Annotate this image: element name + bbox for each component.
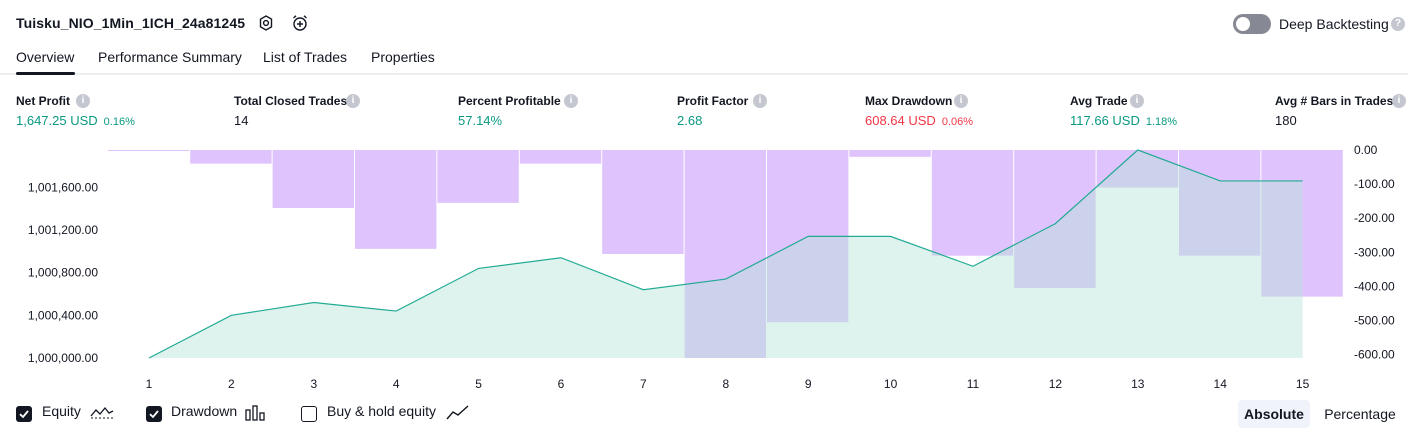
left-axis: 1,001,600.00 1,001,200.00 1,000,800.00 1,00…: [28, 180, 98, 365]
kpi-label-avg-trade: Avg Trade: [1070, 94, 1128, 108]
kpi-label-max-drawdown: Max Drawdown: [865, 94, 953, 108]
info-icon[interactable]: i: [346, 94, 360, 108]
tab-properties[interactable]: Properties: [371, 49, 435, 65]
drawdown-bar: [1261, 150, 1343, 297]
drawdown-bar: [355, 150, 437, 249]
kpi-value-avg-trade: 117.66 USD 1.18%: [1070, 113, 1178, 128]
kpi-value-net-profit: 1,647.25 USD 0.16%: [16, 113, 135, 128]
right-tick-label: -100.00: [1354, 177, 1395, 191]
kpi-label-net-profit: Net Profit: [16, 94, 70, 108]
right-tick-label: 0.00: [1354, 143, 1378, 157]
drawdown-bar: [190, 150, 272, 164]
right-tick-label: -400.00: [1354, 279, 1395, 293]
x-tick-label: 13: [1131, 377, 1145, 391]
absolute-button[interactable]: Absolute: [1238, 400, 1310, 428]
x-tick-label: 2: [228, 377, 235, 391]
x-tick-label: 8: [722, 377, 729, 391]
left-tick-label: 1,000,000.00: [28, 351, 98, 365]
x-tick-label: 6: [558, 377, 565, 391]
kpi-label-profit-factor: Profit Factor: [677, 94, 749, 108]
tabs-divider: [0, 73, 1408, 75]
drawdown-bar: [1014, 150, 1096, 289]
kpi-label-percent-profitable: Percent Profitable: [458, 94, 561, 108]
right-axis: 0.00 -100.00 -200.00 -300.00 -400.00 -500.00 -…: [1354, 143, 1395, 362]
kpi-label-avg-bars: Avg # Bars in Trades: [1275, 94, 1394, 108]
right-tick-label: -600.00: [1354, 348, 1395, 362]
x-tick-label: 10: [884, 377, 898, 391]
left-tick-label: 1,001,600.00: [28, 180, 98, 194]
buy-hold-checkbox[interactable]: [301, 406, 317, 422]
drawdown-checkbox[interactable]: [146, 406, 162, 422]
x-axis: 1 2 3 4 5 6 7 8 9 10 11 12 13 14 15: [146, 377, 1310, 391]
deep-backtesting-toggle[interactable]: [1233, 14, 1271, 34]
kpi-value-max-drawdown: 608.64 USD 0.06%: [865, 113, 974, 128]
equity-line: [148, 149, 1303, 359]
kpi-value-total-closed-trades: 14: [234, 113, 249, 128]
tab-performance-summary[interactable]: Performance Summary: [98, 49, 242, 65]
x-tick-label: 5: [475, 377, 482, 391]
info-icon[interactable]: i: [954, 94, 968, 108]
add-alert-icon[interactable]: [290, 13, 310, 33]
right-tick-label: -300.00: [1354, 245, 1395, 259]
right-tick-label: -200.00: [1354, 211, 1395, 225]
x-tick-label: 1: [146, 377, 153, 391]
drawdown-legend-label[interactable]: Drawdown: [171, 403, 238, 419]
drawdown-bar: [602, 150, 684, 254]
equity-drawdown-chart: 1,001,600.00 1,001,200.00 1,000,800.00 1,00…: [28, 143, 1395, 391]
x-tick-label: 12: [1049, 377, 1063, 391]
x-tick-label: 11: [967, 377, 980, 391]
drawdown-bar: [1179, 150, 1261, 256]
drawdown-bar: [108, 150, 190, 151]
kpi-value-percent-profitable: 57.14%: [458, 113, 503, 128]
left-tick-label: 1,000,400.00: [28, 308, 98, 322]
info-icon[interactable]: i: [1130, 94, 1144, 108]
trend-line-icon: [446, 404, 470, 427]
drawdown-bar: [849, 150, 931, 157]
equity-line-icon: [90, 404, 114, 427]
deep-backtesting-label: Deep Backtesting: [1279, 16, 1389, 32]
active-tab-indicator: [16, 72, 75, 75]
drawdown-bar: [437, 150, 519, 203]
kpi-label-total-closed-trades: Total Closed Trades: [234, 94, 348, 108]
left-tick-label: 1,000,800.00: [28, 266, 98, 280]
left-tick-label: 1,001,200.00: [28, 223, 98, 237]
equity-legend-label[interactable]: Equity: [42, 403, 81, 419]
right-tick-label: -500.00: [1354, 313, 1395, 327]
x-tick-label: 7: [640, 377, 647, 391]
tab-overview[interactable]: Overview: [16, 49, 75, 65]
x-tick-label: 9: [805, 377, 812, 391]
tab-list-of-trades[interactable]: List of Trades: [263, 49, 348, 65]
settings-icon[interactable]: [256, 13, 276, 33]
drawdown-series: [108, 150, 1343, 358]
x-tick-label: 14: [1214, 377, 1228, 391]
drawdown-bar: [1096, 150, 1178, 188]
x-tick-label: 3: [310, 377, 317, 391]
x-tick-label: 4: [393, 377, 400, 391]
percentage-button[interactable]: Percentage: [1324, 406, 1396, 422]
kpi-value-avg-bars: 180: [1275, 113, 1297, 128]
equity-area: [149, 150, 1303, 358]
info-icon[interactable]: i: [1392, 94, 1406, 108]
buy-hold-legend-label[interactable]: Buy & hold equity: [327, 403, 436, 419]
x-tick-label: 15: [1296, 377, 1310, 391]
kpi-value-profit-factor: 2.68: [677, 113, 703, 128]
drawdown-bar: [272, 150, 354, 208]
info-icon[interactable]: i: [76, 94, 90, 108]
strategy-title: Tuisku_NIO_1Min_1ICH_24a81245: [16, 15, 246, 31]
help-icon[interactable]: ?: [1391, 17, 1405, 31]
info-icon[interactable]: i: [753, 94, 767, 108]
drawdown-bar: [931, 150, 1014, 256]
info-icon[interactable]: i: [564, 94, 578, 108]
drawdown-bar: [684, 150, 766, 358]
equity-checkbox[interactable]: [16, 406, 32, 422]
bar-chart-icon: [244, 404, 266, 427]
equity-series: [148, 149, 1303, 359]
drawdown-bar: [519, 150, 602, 164]
